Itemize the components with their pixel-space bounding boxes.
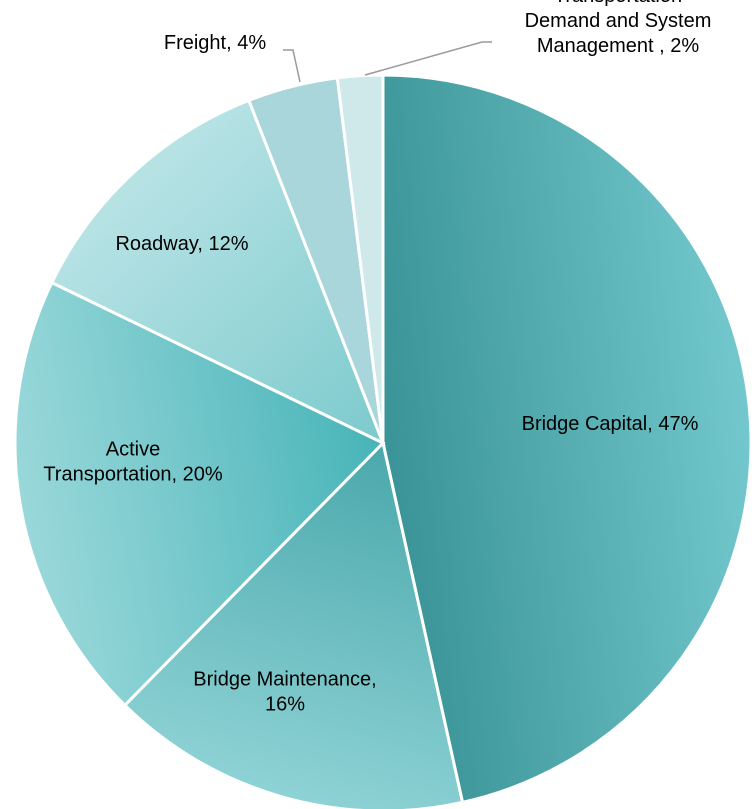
pie-slices xyxy=(13,73,752,809)
data-label-bridge-capital: Bridge Capital, 47% xyxy=(522,413,699,435)
data-label-line: Demand and System xyxy=(525,10,712,32)
data-label-line: Transportation xyxy=(554,0,682,7)
leader-line-transportation-demand-and-system-management xyxy=(364,41,492,76)
data-label-active-transportation: Active Transportation, 20% xyxy=(43,439,223,486)
data-label-freight: Freight, 4% xyxy=(164,32,266,54)
leader-lines xyxy=(283,41,492,83)
data-label-line: Management , 2% xyxy=(537,35,700,57)
leader-line-freight xyxy=(283,49,301,83)
data-label-line: Roadway, 12% xyxy=(115,233,248,255)
data-label-roadway: Roadway, 12% xyxy=(115,233,248,255)
data-label-transportation-demand-and-system-management: Transportation Demand and System Managemen… xyxy=(525,0,712,57)
pie-slice-active-transportation xyxy=(13,280,386,708)
data-label-line: Bridge Capital, 47% xyxy=(522,413,699,435)
pie-slice-roadway xyxy=(49,98,386,447)
data-label-line: Bridge Maintenance, xyxy=(193,669,376,691)
data-labels: Bridge Capital, 47% Bridge Maintenance, 16… xyxy=(43,0,711,716)
pie-slice-transportation-demand-and-system-management xyxy=(335,73,385,444)
data-label-line: Freight, 4% xyxy=(164,32,266,54)
data-label-line: Transportation, 20% xyxy=(43,464,223,486)
data-label-bridge-maintenance: Bridge Maintenance, 16% xyxy=(193,669,376,716)
pie-slice-bridge-capital xyxy=(381,73,752,805)
data-label-line: 16% xyxy=(265,694,305,716)
data-label-line: Active xyxy=(106,439,160,461)
